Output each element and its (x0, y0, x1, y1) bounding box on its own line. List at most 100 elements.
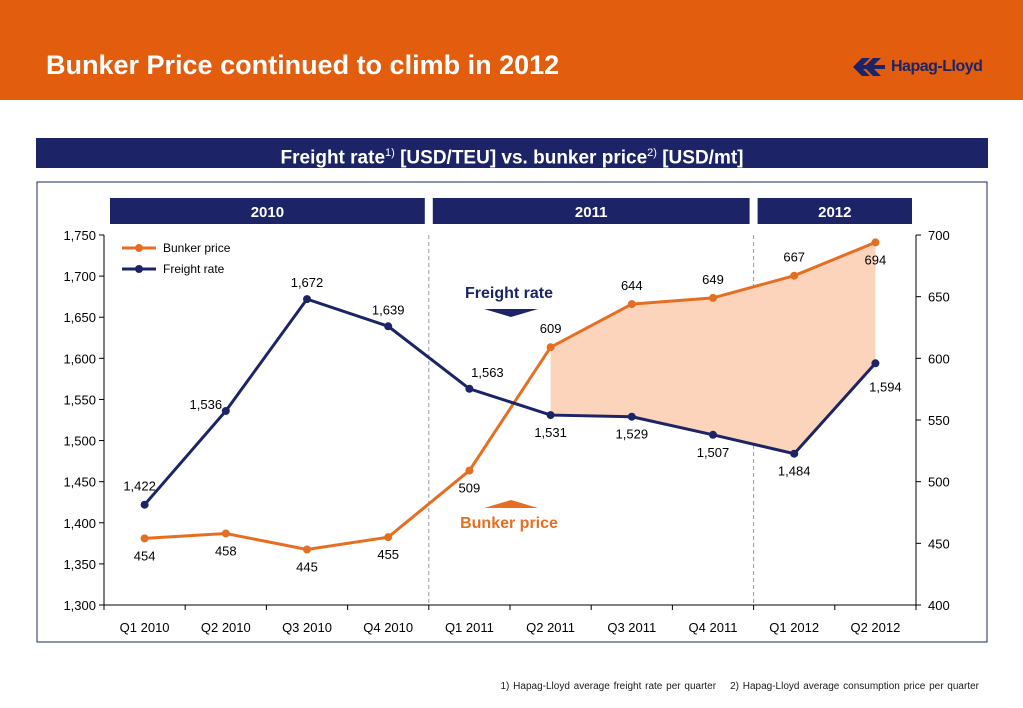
y-left-tick-label: 1,350 (63, 557, 96, 572)
y-left-tick-label: 1,500 (63, 434, 96, 449)
bunker-price-line (144, 241, 876, 552)
year-group-bar-2011 (432, 198, 750, 224)
freight-rate-data-label: 1,672 (291, 275, 324, 290)
bunker-price-point (384, 533, 393, 542)
y-left-tick-label: 1,700 (63, 269, 96, 284)
freight-rate-data-label: 1,594 (869, 379, 902, 394)
bunker-price-point (790, 271, 799, 280)
freight-rate-data-label: 1,507 (697, 445, 730, 460)
freight-rate-point (546, 411, 555, 420)
freight-rate-data-label: 1,563 (471, 365, 504, 380)
subtitle-sup-2: 2) (647, 147, 657, 159)
y-right-tick-label: 650 (928, 290, 950, 305)
bunker-price-data-label: 644 (621, 278, 643, 293)
subtitle-sup-1: 1) (385, 147, 395, 159)
y-left-tick-label: 1,550 (63, 392, 96, 407)
freight-rate-point (384, 322, 393, 331)
x-tick-label: Q2 2010 (201, 620, 251, 635)
x-tick-label: Q1 2012 (769, 620, 819, 635)
freight-rate-data-label: 1,422 (123, 479, 156, 494)
x-tick-label: Q2 2012 (850, 620, 900, 635)
freight-rate-data-label: 1,531 (534, 425, 567, 440)
y-left-tick-label: 1,400 (63, 516, 96, 531)
bunker-price-point (221, 529, 230, 538)
freight-rate-data-label: 1,529 (616, 427, 649, 442)
hapag-lloyd-logo-icon (853, 58, 885, 76)
footnote-1: 1) Hapag-Lloyd average freight rate per … (500, 681, 717, 692)
page-title: Bunker Price continued to climb in 2012 (46, 50, 560, 80)
bunker-price-data-label: 509 (459, 481, 481, 496)
year-group-label: 2011 (575, 204, 608, 221)
x-tick-label: Q4 2011 (689, 620, 738, 635)
y-right-tick-label: 600 (928, 351, 950, 366)
freight-rate-point (871, 359, 880, 368)
bunker-price-arrow-up-icon (484, 500, 538, 508)
bunker-price-data-label: 667 (783, 250, 805, 265)
header-bar: Bunker Price continued to climb in 2012 … (0, 0, 1023, 100)
freight-rate-point (627, 412, 636, 421)
legend-swatch-marker (135, 244, 143, 252)
year-group-label: 2012 (818, 204, 851, 221)
freight-rate-line (143, 297, 877, 506)
chart-subtitle: Freight rate1) [USD/TEU] vs. bunker pric… (36, 138, 988, 168)
y-left-tick-label: 1,450 (63, 475, 96, 490)
legend-label: Bunker price (163, 241, 231, 255)
freight-rate-data-label: 1,639 (372, 302, 405, 317)
bunker-price-data-label: 455 (377, 547, 399, 562)
x-tick-label: Q4 2010 (363, 620, 413, 635)
y-right-tick-label: 550 (928, 413, 950, 428)
bunker-price-data-label: 694 (865, 252, 887, 267)
bunker-price-annotation: Bunker price (460, 515, 558, 532)
bunker-price-point (546, 343, 555, 352)
y-right-tick-label: 500 (928, 475, 950, 490)
y-right-tick-label: 700 (928, 228, 950, 243)
brand-name: Hapag-Lloyd (891, 58, 983, 75)
bunker-price-data-label: 445 (296, 560, 318, 575)
subtitle-part-3: [USD/mt] (656, 147, 744, 169)
legend-label: Freight rate (163, 262, 225, 276)
bunker-price-point (465, 466, 474, 475)
freight-rate-point (140, 500, 149, 509)
subtitle-part-2: [USD/TEU] vs. bunker price (394, 147, 648, 169)
freight-rate-point (221, 406, 230, 415)
y-right-tick-label: 450 (928, 536, 950, 551)
year-group-bar-2010 (110, 198, 425, 224)
bunker-price-point (871, 238, 880, 247)
chart-frame (36, 181, 988, 643)
y-left-tick-label: 1,750 (63, 228, 96, 243)
year-group-label: 2010 (251, 204, 284, 221)
x-tick-label: Q2 2011 (526, 620, 575, 635)
x-tick-label: Q3 2010 (282, 620, 332, 635)
hapag-lloyd-logo: Hapag-Lloyd (853, 56, 993, 84)
y-left-tick-label: 1,600 (63, 351, 96, 366)
subtitle-part-1: Freight rate (280, 147, 386, 169)
price-gap-shading (550, 242, 876, 454)
footnote-2: 2) Hapag-Lloyd average consumption price… (730, 681, 979, 692)
x-tick-label: Q1 2011 (445, 620, 494, 635)
year-group-bar-2012 (757, 198, 912, 224)
x-tick-label: Q3 2011 (607, 620, 656, 635)
bunker-price-data-label: 649 (702, 272, 724, 287)
freight-rate-point (465, 384, 474, 393)
bunker-price-point (303, 545, 311, 554)
legend-swatch-marker (135, 265, 143, 273)
freight-rate-arrow-down-icon (484, 309, 538, 317)
bunker-price-data-label: 609 (540, 321, 562, 336)
freight-rate-point (790, 449, 799, 458)
bunker-price-point (627, 300, 636, 309)
bunker-price-data-label: 458 (215, 543, 237, 558)
bunker-price-point (140, 534, 149, 543)
footnotes: 1) Hapag-Lloyd average freight rate per … (487, 681, 980, 692)
y-left-tick-label: 1,300 (63, 598, 96, 613)
freight-rate-point (303, 295, 311, 304)
freight-rate-data-label: 1,536 (190, 397, 223, 412)
y-left-tick-label: 1,650 (63, 310, 96, 325)
freight-rate-annotation: Freight rate (465, 285, 553, 302)
freight-rate-data-label: 1,484 (778, 464, 811, 479)
freight-rate-point (709, 430, 717, 439)
bunker-price-point (709, 293, 717, 302)
x-tick-label: Q1 2010 (120, 620, 170, 635)
bunker-price-data-label: 454 (134, 548, 156, 563)
y-right-tick-label: 400 (928, 598, 950, 613)
